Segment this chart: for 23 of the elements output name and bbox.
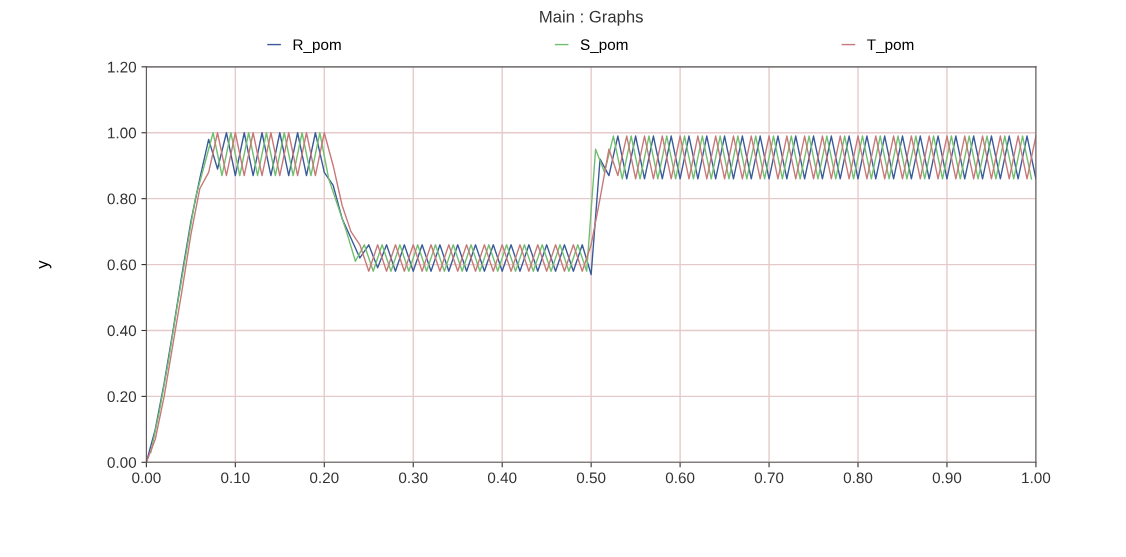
y-tick-label: 1.00 — [108, 127, 137, 139]
chart-title: Main : Graphs — [540, 10, 643, 26]
x-tick-label: 0.40 — [487, 472, 517, 484]
y-tick-label: 0.60 — [107, 259, 137, 271]
y-tick-label: 1.20 — [108, 61, 137, 73]
x-tick-label: 0.20 — [310, 472, 339, 484]
x-tick-label: 0.30 — [398, 472, 428, 484]
y-tick-label: 0.40 — [107, 325, 137, 337]
x-tick-label: 0.90 — [932, 472, 962, 484]
legend-label: S_pom — [580, 39, 628, 54]
x-tick-label: 0.60 — [665, 472, 695, 484]
x-tick-label: 0.80 — [843, 472, 873, 484]
y-tick-label: 0.80 — [107, 193, 137, 205]
legend-label: R_pom — [293, 39, 341, 54]
y-tick-label: 0.20 — [107, 391, 137, 403]
x-tick-label: 0.70 — [754, 472, 784, 484]
x-tick-label: 1.00 — [1022, 472, 1051, 484]
y-axis-title: y — [39, 260, 52, 269]
x-tick-label: 0.10 — [221, 472, 250, 484]
y-tick-label: 0.00 — [107, 457, 137, 468]
x-tick-label: 0.00 — [132, 472, 161, 484]
x-tick-label: 0.50 — [576, 472, 606, 484]
legend-label: T_pom — [867, 39, 914, 54]
